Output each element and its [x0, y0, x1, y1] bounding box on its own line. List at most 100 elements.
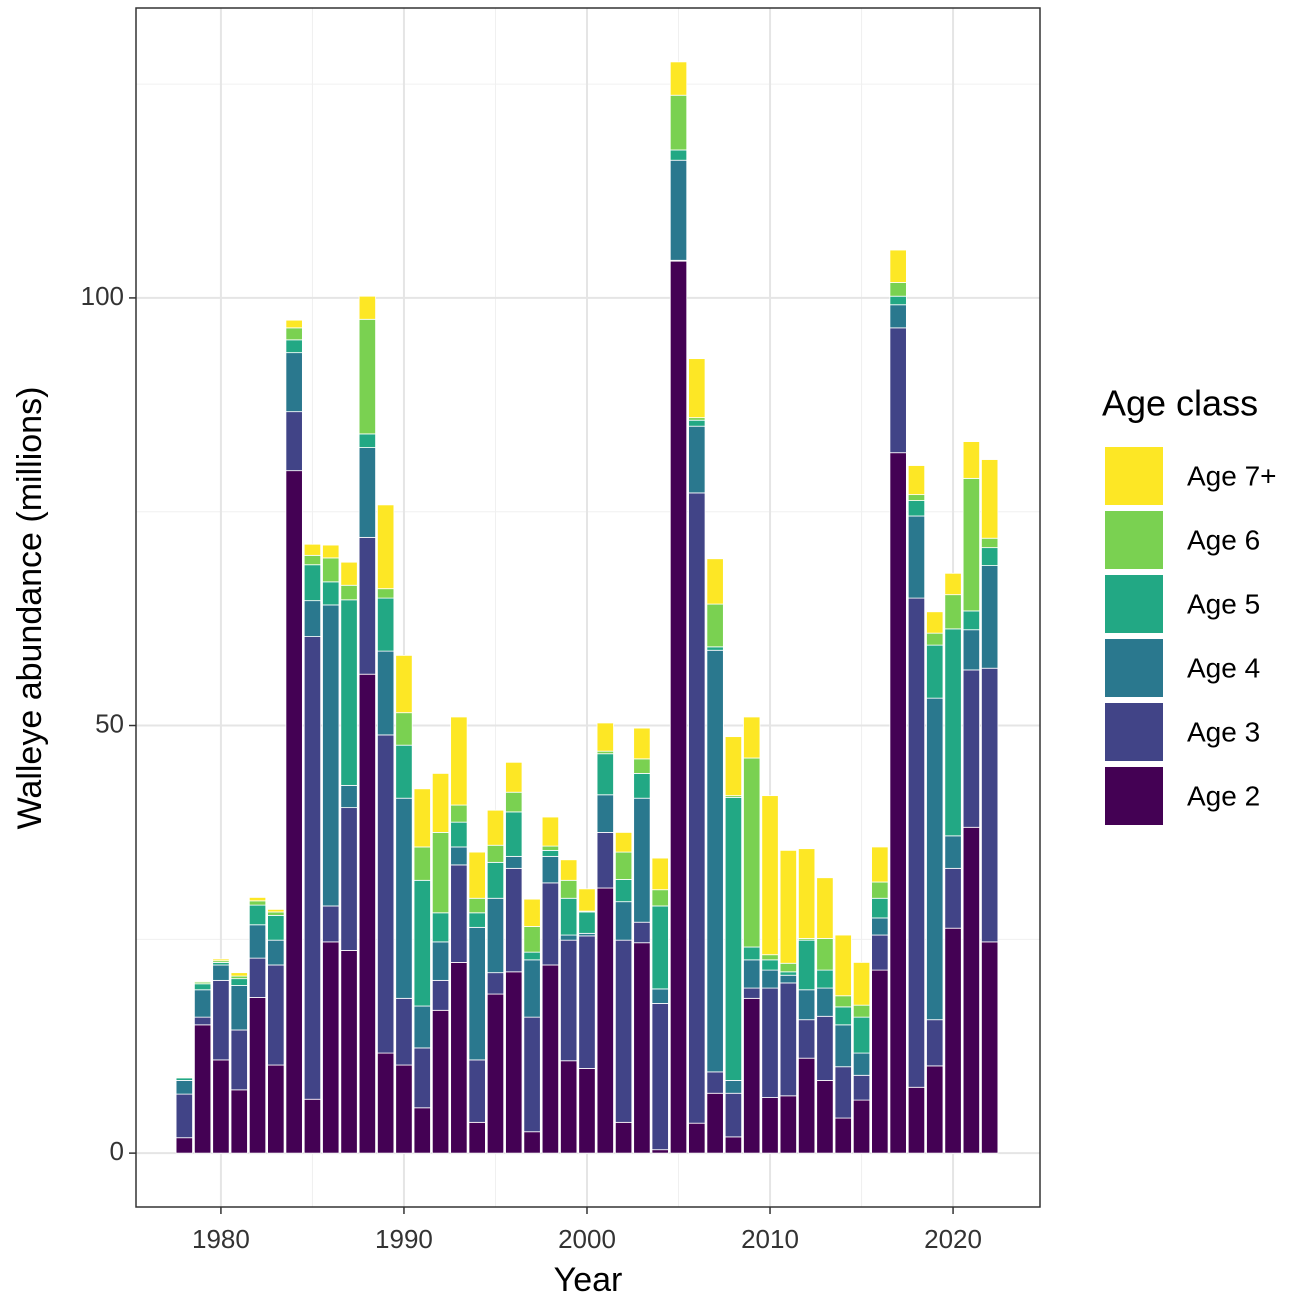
bar-segment — [962, 441, 980, 479]
bar-segment — [322, 557, 340, 583]
bar-segment — [596, 832, 614, 889]
bar-segment — [450, 962, 468, 1154]
bar-segment — [267, 911, 285, 916]
bar-segment — [486, 809, 505, 846]
bar-segment — [468, 897, 486, 914]
bar-segment — [505, 867, 523, 973]
bar-segment — [395, 997, 413, 1066]
bar-segment — [303, 600, 322, 637]
bar-segment — [926, 1065, 944, 1154]
bar-segment — [944, 628, 962, 837]
bar-segment — [962, 826, 980, 1154]
bar-segment — [743, 757, 761, 948]
bar-segment — [852, 962, 871, 1006]
bar-segment — [523, 1131, 541, 1154]
bar-segment — [248, 924, 267, 959]
bar-segment — [779, 982, 797, 1097]
x-axis-title: Year — [554, 1261, 623, 1299]
bar-segment — [779, 971, 797, 976]
bar-segment — [797, 848, 816, 939]
bar-segment — [596, 887, 614, 1154]
bar-segment — [797, 1057, 816, 1154]
bar-segment — [944, 572, 962, 596]
bar-segment — [578, 1068, 596, 1154]
bar-segment — [816, 1015, 834, 1081]
bar-segment — [651, 1003, 669, 1151]
bar-segment — [395, 797, 413, 999]
bar-segment — [560, 897, 578, 936]
bar-segment — [175, 1137, 193, 1154]
bar-segment — [926, 632, 944, 646]
bar-segment — [212, 979, 230, 1061]
bar-segment — [944, 835, 962, 869]
bar-segment — [926, 1019, 944, 1067]
bar-segment — [926, 697, 944, 1021]
bar-segment — [779, 849, 797, 964]
bar-segment — [395, 654, 413, 714]
bar-segment — [834, 995, 852, 1008]
bar-segment — [431, 832, 450, 914]
bar-segment — [175, 1080, 193, 1095]
bar-segment — [889, 452, 907, 1154]
legend-key — [1103, 573, 1165, 635]
bar-segment — [724, 1136, 743, 1154]
bar-segment — [413, 1047, 431, 1109]
bar-segment — [468, 926, 486, 1061]
bar-segment — [523, 959, 541, 1018]
bar-segment — [779, 974, 797, 984]
bar-segment — [377, 650, 395, 736]
bar-segment — [505, 971, 523, 1154]
bar-segment — [560, 1060, 578, 1154]
bar-segment — [981, 565, 999, 669]
bar-segment — [413, 1005, 431, 1049]
bar-segment — [688, 419, 706, 427]
bar-segment — [761, 1097, 779, 1154]
bar-segment — [267, 1064, 285, 1154]
bar-segment — [889, 282, 907, 297]
bar-segment — [285, 319, 303, 329]
bar-segment — [633, 921, 651, 944]
bar-segment — [230, 985, 248, 1031]
legend: Age 2 Age 3 Age 4 Age 5 Age 6 Age 7+ — [1103, 445, 1277, 827]
bar-segment — [669, 159, 688, 261]
bar-segment — [230, 1029, 248, 1091]
bar-segment — [816, 969, 834, 989]
bar-segment — [193, 980, 212, 983]
bar-segment — [633, 942, 651, 1154]
legend-key — [1103, 445, 1165, 507]
bar-segment — [322, 905, 340, 943]
bar-segment — [212, 958, 230, 962]
bar-segment — [816, 1080, 834, 1154]
bar-segment — [431, 912, 450, 943]
bar-segment — [852, 1099, 871, 1154]
bar-segment — [944, 867, 962, 929]
bar-segment — [431, 979, 450, 1011]
bar-segment — [688, 358, 706, 419]
bar-segment — [377, 504, 395, 590]
bar-segment — [761, 959, 779, 971]
bar-segment — [358, 318, 376, 435]
bar-segment — [322, 604, 340, 907]
bar-segment — [651, 1149, 669, 1154]
bar-segment — [468, 1059, 486, 1123]
bar-segment — [468, 1121, 486, 1154]
bar-segment — [230, 978, 248, 986]
bar-segment — [303, 543, 322, 556]
bar-segment — [560, 934, 578, 941]
bar-segment — [834, 1117, 852, 1154]
bar-segment — [193, 1016, 212, 1026]
bar-segment — [834, 1006, 852, 1026]
bar-segment — [651, 889, 669, 907]
bar-segment — [962, 477, 980, 612]
bar-segment — [633, 773, 651, 799]
bar-segment — [981, 547, 999, 566]
bar-segment — [193, 983, 212, 991]
bar-segment — [523, 898, 541, 927]
bar-segment — [230, 972, 248, 977]
bar-segment — [688, 492, 706, 1124]
x-tick-label: 2020 — [924, 1224, 982, 1254]
bar-segment — [267, 964, 285, 1066]
bar-segment — [303, 564, 322, 602]
bar-segment — [669, 260, 688, 1154]
